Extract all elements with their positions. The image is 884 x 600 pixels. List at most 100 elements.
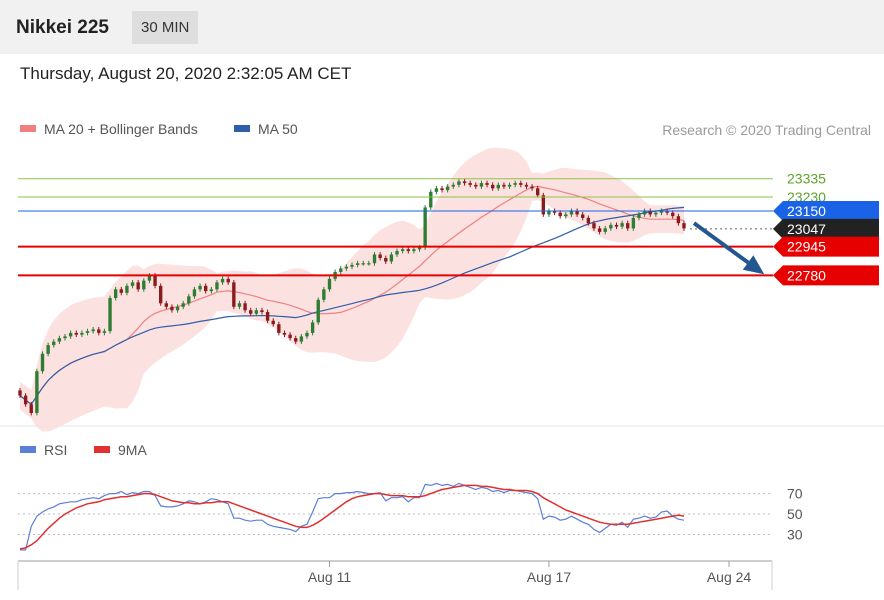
candle: [316, 299, 320, 323]
legend-swatch-0: [20, 125, 36, 132]
candle: [232, 282, 236, 307]
candle: [614, 224, 619, 227]
candle: [564, 214, 568, 217]
interval-button[interactable]: 30 MIN: [132, 11, 199, 44]
candle: [310, 322, 315, 333]
candle: [659, 210, 664, 213]
candle: [204, 285, 208, 292]
candle: [147, 275, 152, 281]
level-label-23047: 23047: [787, 221, 826, 237]
candle: [119, 289, 123, 293]
candle: [496, 184, 500, 189]
candle: [479, 183, 484, 187]
legend-label-0: MA 20 + Bollinger Bands: [44, 121, 198, 137]
candle: [485, 183, 489, 185]
level-tag-22945: [773, 236, 879, 257]
rsi-tick-label: 30: [787, 527, 803, 543]
x-tick-label: Aug 11: [308, 569, 352, 585]
candle: [620, 223, 624, 227]
ma20-line: [19, 185, 685, 406]
candle: [530, 186, 534, 189]
ma50-line: [19, 206, 685, 406]
candle: [648, 210, 652, 215]
candle: [513, 183, 517, 185]
candle: [125, 285, 129, 293]
candle: [243, 303, 247, 311]
level-label-22780: 22780: [787, 267, 826, 283]
candle: [355, 263, 360, 265]
rsi-tick-label: 50: [787, 506, 803, 522]
candle: [384, 258, 388, 262]
candle: [389, 254, 394, 262]
bollinger-band: [20, 147, 684, 432]
rsi-legend-swatch-0: [20, 446, 36, 453]
candle: [429, 191, 433, 208]
candle: [226, 278, 230, 283]
level-tag-22780: [773, 265, 879, 286]
candle: [254, 310, 259, 314]
candle: [277, 324, 281, 333]
candle: [665, 210, 669, 213]
candle: [519, 183, 523, 185]
candle: [676, 216, 681, 224]
rsi-legend-label-0: RSI: [44, 442, 67, 458]
candle: [400, 249, 405, 252]
x-tick-label: Aug 17: [527, 569, 572, 585]
legend-swatch-1: [234, 125, 250, 132]
candle: [153, 275, 157, 286]
level-label-22945: 22945: [787, 239, 826, 255]
candle: [18, 390, 22, 396]
candle: [327, 278, 332, 290]
rsi-legend-label-1: 9MA: [118, 442, 147, 458]
candle: [130, 282, 135, 286]
candle: [142, 280, 146, 290]
level-tag-23150: [773, 200, 879, 221]
rsi-9ma-line: [19, 484, 685, 550]
candle: [113, 289, 118, 299]
candle: [63, 336, 67, 339]
candle: [209, 289, 214, 292]
candle: [282, 332, 287, 335]
rsi-legend-swatch-1: [94, 446, 110, 453]
candle: [631, 217, 636, 229]
candle: [299, 336, 304, 342]
candle: [237, 303, 242, 307]
candle: [626, 223, 630, 229]
candle: [91, 329, 95, 332]
candle: [451, 184, 455, 187]
candle: [265, 312, 270, 321]
candle: [682, 223, 686, 229]
legend-label-1: MA 50: [258, 121, 298, 137]
candle: [23, 395, 28, 405]
candle: [40, 353, 45, 372]
candle: [412, 249, 416, 252]
candle: [507, 184, 512, 187]
candle: [181, 303, 185, 307]
candle: [361, 263, 365, 265]
candle: [423, 207, 427, 248]
trend-arrow-head: [742, 255, 765, 275]
candle: [569, 210, 574, 215]
candle: [187, 296, 191, 304]
candle: [547, 210, 551, 215]
candle: [260, 310, 264, 312]
candle: [671, 212, 675, 217]
candle: [462, 181, 467, 184]
candle: [108, 298, 112, 332]
candle: [474, 184, 478, 187]
candle: [74, 332, 78, 335]
candle: [367, 263, 371, 265]
candle: [305, 332, 309, 337]
candle: [654, 212, 658, 215]
rsi-tick-label: 70: [787, 486, 803, 502]
candle: [164, 303, 168, 307]
candle: [220, 278, 225, 283]
candle: [558, 212, 562, 217]
candle: [417, 247, 422, 250]
rsi-line: [20, 482, 685, 551]
candle: [457, 181, 461, 185]
candle: [536, 188, 540, 196]
candle: [609, 224, 613, 229]
candle: [102, 331, 107, 333]
